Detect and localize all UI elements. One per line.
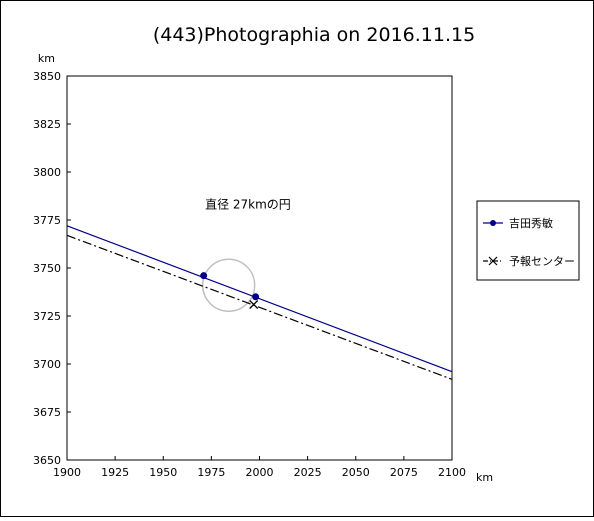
plot-content: [66, 225, 453, 380]
y-tick-label: 3825: [33, 118, 61, 131]
y-tick-label: 3850: [33, 70, 61, 83]
legend-marker-1: [490, 220, 496, 226]
x-tick-label: 2075: [390, 466, 418, 479]
series-1-point: [200, 272, 208, 280]
y-tick-label: 3700: [33, 358, 61, 371]
legend-box: [476, 200, 580, 281]
x-tick-label: 2000: [246, 466, 274, 479]
y-tick-label: 3800: [33, 166, 61, 179]
x-axis: 1900 1925 1950 1975 2000 2025 2050 2075 2100: [53, 456, 466, 479]
y-tick-label: 3725: [33, 310, 61, 323]
x-tick-label: 1900: [53, 466, 81, 479]
x-tick-label: 2025: [294, 466, 322, 479]
x-axis-unit: km: [476, 471, 493, 484]
y-tick-label: 3775: [33, 214, 61, 227]
y-axis-unit: km: [38, 52, 55, 65]
legend-label-2: 予報センター: [509, 255, 575, 268]
series-1-point: [252, 293, 260, 301]
y-axis: 3650 3675 3700 3725 3750 3775 3800 3825 3850: [33, 70, 71, 467]
diameter-circle: [201, 258, 256, 313]
x-tick-label: 2050: [342, 466, 370, 479]
plot-area: [66, 75, 453, 461]
x-tick-label: 1950: [149, 466, 177, 479]
y-tick-label: 3650: [33, 454, 61, 467]
x-tick-label: 2100: [438, 466, 466, 479]
y-tick-label: 3750: [33, 262, 61, 275]
legend-marker-2: [488, 256, 498, 266]
series-2-point: [249, 300, 259, 309]
x-tick-label: 1925: [101, 466, 129, 479]
x-tick-label: 1975: [197, 466, 225, 479]
chart-title: (443)Photographia on 2016.11.15: [153, 24, 475, 46]
circle-annotation: 直径 27kmの円: [205, 197, 291, 211]
series-line-2: [66, 234, 453, 380]
legend-label-1: 吉田秀敏: [509, 216, 553, 230]
series-line-1: [66, 225, 453, 373]
y-tick-label: 3675: [33, 406, 61, 419]
